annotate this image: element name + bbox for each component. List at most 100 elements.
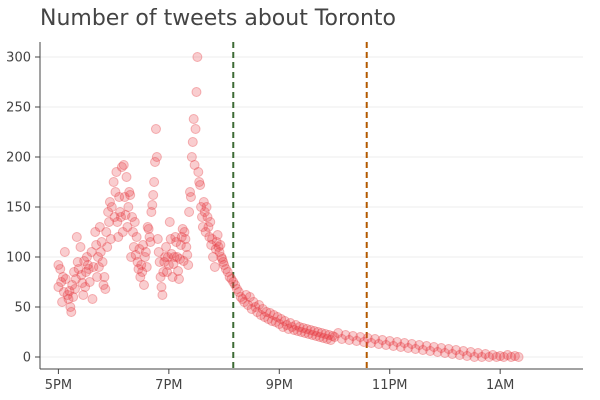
data-point — [90, 227, 101, 237]
data-point — [218, 257, 229, 267]
x-tick-label: 7PM — [155, 378, 182, 393]
data-point — [491, 352, 502, 362]
data-point — [96, 237, 107, 247]
data-point — [91, 240, 102, 250]
data-point — [174, 254, 185, 264]
data-point — [149, 177, 160, 187]
data-point — [127, 227, 138, 237]
data-point — [71, 232, 82, 242]
data-point — [316, 328, 327, 338]
data-point — [65, 302, 76, 312]
data-point — [63, 294, 74, 304]
data-point — [139, 252, 150, 262]
y-tick-label: 300 — [6, 51, 31, 66]
data-point — [93, 262, 104, 272]
data-point — [126, 252, 137, 262]
data-point — [117, 227, 128, 237]
y-tick-label: 100 — [6, 251, 31, 266]
data-point — [209, 262, 220, 272]
data-point — [257, 304, 268, 314]
data-point — [226, 274, 237, 284]
data-point — [154, 257, 165, 267]
data-point — [128, 242, 139, 252]
data-point — [270, 317, 281, 327]
data-point — [132, 257, 143, 267]
data-point — [148, 190, 159, 200]
data-point — [56, 277, 67, 287]
data-point — [443, 344, 454, 354]
data-point — [272, 312, 283, 322]
data-point — [230, 280, 241, 290]
data-point — [69, 284, 80, 294]
data-point — [303, 329, 314, 339]
data-point — [145, 237, 156, 247]
data-point — [222, 267, 233, 277]
data-point — [266, 316, 277, 326]
data-point — [86, 247, 97, 257]
data-point — [81, 267, 92, 277]
data-point — [119, 192, 130, 202]
chart-title: Number of tweets about Toronto — [40, 6, 397, 31]
data-point — [176, 232, 187, 242]
data-point — [162, 252, 173, 262]
y-tick-label: 50 — [14, 301, 31, 316]
data-point — [290, 320, 301, 330]
x-tick-label: 5PM — [45, 378, 72, 393]
data-point — [59, 247, 70, 257]
data-point — [399, 338, 410, 348]
data-point — [75, 242, 86, 252]
data-point — [198, 197, 209, 207]
data-point — [138, 240, 149, 250]
data-point — [193, 167, 204, 177]
x-tick-label: 11PM — [372, 378, 408, 393]
data-point — [101, 227, 112, 237]
data-point — [120, 210, 131, 220]
data-point — [201, 202, 212, 212]
data-point — [121, 172, 132, 182]
gridlines — [40, 56, 583, 358]
data-point — [129, 217, 140, 227]
data-point — [53, 282, 64, 292]
data-point — [122, 222, 133, 232]
data-point — [392, 337, 403, 347]
data-point — [292, 326, 303, 336]
data-point — [192, 52, 203, 62]
reference-lines — [232, 42, 368, 369]
data-point — [309, 326, 320, 336]
data-point — [73, 264, 84, 274]
data-point — [506, 352, 517, 362]
data-point — [454, 350, 465, 360]
data-point — [410, 344, 421, 354]
data-point — [144, 232, 155, 242]
data-point — [487, 350, 498, 360]
data-point — [311, 331, 322, 341]
data-point — [108, 177, 119, 187]
data-point — [217, 254, 228, 264]
data-point — [301, 324, 312, 334]
y-tick-label: 150 — [6, 201, 31, 216]
data-point — [513, 352, 524, 362]
data-point — [127, 212, 138, 222]
data-point — [340, 330, 351, 340]
data-point — [134, 244, 145, 254]
data-point — [199, 207, 210, 217]
data-point — [99, 272, 110, 282]
data-point — [355, 332, 366, 342]
data-point — [327, 331, 338, 341]
data-point — [115, 207, 126, 217]
data-point — [155, 272, 166, 282]
data-point — [388, 341, 399, 351]
data-point — [215, 240, 226, 250]
data-point — [458, 346, 469, 356]
data-point — [183, 260, 194, 270]
data-point — [113, 232, 124, 242]
data-point — [184, 207, 195, 217]
data-point — [473, 348, 484, 358]
data-point — [180, 234, 191, 244]
data-point — [64, 286, 75, 296]
data-point — [263, 314, 274, 324]
data-point — [351, 336, 362, 346]
data-point — [110, 187, 121, 197]
data-point — [274, 319, 285, 329]
data-point — [57, 297, 68, 307]
